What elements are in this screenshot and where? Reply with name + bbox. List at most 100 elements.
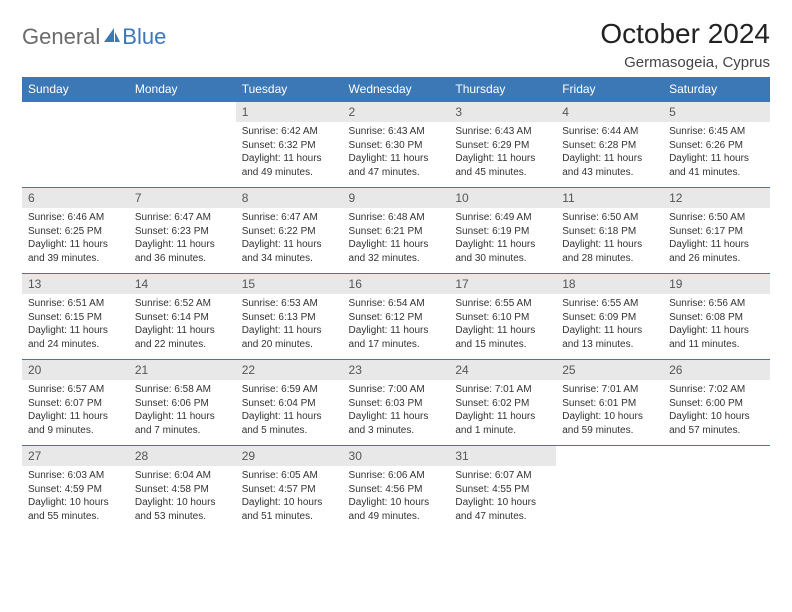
day-number: 13 xyxy=(22,274,129,294)
calendar-week-row: 13Sunrise: 6:51 AMSunset: 6:15 PMDayligh… xyxy=(22,274,770,360)
day-number: 20 xyxy=(22,360,129,380)
day-details: Sunrise: 6:57 AMSunset: 6:07 PMDaylight:… xyxy=(22,380,129,441)
day-number: 28 xyxy=(129,446,236,466)
calendar-day-cell: 21Sunrise: 6:58 AMSunset: 6:06 PMDayligh… xyxy=(129,360,236,446)
calendar-empty-cell xyxy=(556,446,663,532)
day-details: Sunrise: 6:55 AMSunset: 6:09 PMDaylight:… xyxy=(556,294,663,355)
day-details: Sunrise: 7:01 AMSunset: 6:01 PMDaylight:… xyxy=(556,380,663,441)
day-details: Sunrise: 6:43 AMSunset: 6:29 PMDaylight:… xyxy=(449,122,556,183)
calendar-day-cell: 8Sunrise: 6:47 AMSunset: 6:22 PMDaylight… xyxy=(236,188,343,274)
calendar-day-cell: 17Sunrise: 6:55 AMSunset: 6:10 PMDayligh… xyxy=(449,274,556,360)
calendar-day-cell: 29Sunrise: 6:05 AMSunset: 4:57 PMDayligh… xyxy=(236,446,343,532)
day-details: Sunrise: 6:50 AMSunset: 6:17 PMDaylight:… xyxy=(663,208,770,269)
calendar-day-cell: 28Sunrise: 6:04 AMSunset: 4:58 PMDayligh… xyxy=(129,446,236,532)
day-details: Sunrise: 6:59 AMSunset: 6:04 PMDaylight:… xyxy=(236,380,343,441)
day-details: Sunrise: 6:44 AMSunset: 6:28 PMDaylight:… xyxy=(556,122,663,183)
day-number: 31 xyxy=(449,446,556,466)
calendar-day-cell: 16Sunrise: 6:54 AMSunset: 6:12 PMDayligh… xyxy=(343,274,450,360)
weekday-header: Saturday xyxy=(663,77,770,102)
calendar-table: SundayMondayTuesdayWednesdayThursdayFrid… xyxy=(22,77,770,532)
weekday-header-row: SundayMondayTuesdayWednesdayThursdayFrid… xyxy=(22,77,770,102)
calendar-day-cell: 10Sunrise: 6:49 AMSunset: 6:19 PMDayligh… xyxy=(449,188,556,274)
calendar-empty-cell xyxy=(22,102,129,188)
calendar-empty-cell xyxy=(663,446,770,532)
sail-icon xyxy=(102,26,122,49)
weekday-header: Thursday xyxy=(449,77,556,102)
day-number: 24 xyxy=(449,360,556,380)
day-details: Sunrise: 6:47 AMSunset: 6:23 PMDaylight:… xyxy=(129,208,236,269)
weekday-header: Sunday xyxy=(22,77,129,102)
calendar-day-cell: 6Sunrise: 6:46 AMSunset: 6:25 PMDaylight… xyxy=(22,188,129,274)
day-details: Sunrise: 6:51 AMSunset: 6:15 PMDaylight:… xyxy=(22,294,129,355)
brand-word-blue: Blue xyxy=(122,24,166,50)
day-details: Sunrise: 6:07 AMSunset: 4:55 PMDaylight:… xyxy=(449,466,556,527)
calendar-day-cell: 14Sunrise: 6:52 AMSunset: 6:14 PMDayligh… xyxy=(129,274,236,360)
day-number: 26 xyxy=(663,360,770,380)
calendar-day-cell: 5Sunrise: 6:45 AMSunset: 6:26 PMDaylight… xyxy=(663,102,770,188)
calendar-day-cell: 31Sunrise: 6:07 AMSunset: 4:55 PMDayligh… xyxy=(449,446,556,532)
day-number: 21 xyxy=(129,360,236,380)
day-details: Sunrise: 6:42 AMSunset: 6:32 PMDaylight:… xyxy=(236,122,343,183)
calendar-body: 1Sunrise: 6:42 AMSunset: 6:32 PMDaylight… xyxy=(22,102,770,532)
day-number: 4 xyxy=(556,102,663,122)
day-details: Sunrise: 6:04 AMSunset: 4:58 PMDaylight:… xyxy=(129,466,236,527)
calendar-day-cell: 3Sunrise: 6:43 AMSunset: 6:29 PMDaylight… xyxy=(449,102,556,188)
day-number: 14 xyxy=(129,274,236,294)
day-details: Sunrise: 6:06 AMSunset: 4:56 PMDaylight:… xyxy=(343,466,450,527)
weekday-header: Tuesday xyxy=(236,77,343,102)
day-number: 29 xyxy=(236,446,343,466)
day-number: 7 xyxy=(129,188,236,208)
calendar-day-cell: 24Sunrise: 7:01 AMSunset: 6:02 PMDayligh… xyxy=(449,360,556,446)
calendar-day-cell: 30Sunrise: 6:06 AMSunset: 4:56 PMDayligh… xyxy=(343,446,450,532)
day-number: 27 xyxy=(22,446,129,466)
calendar-day-cell: 13Sunrise: 6:51 AMSunset: 6:15 PMDayligh… xyxy=(22,274,129,360)
day-details: Sunrise: 7:00 AMSunset: 6:03 PMDaylight:… xyxy=(343,380,450,441)
calendar-day-cell: 11Sunrise: 6:50 AMSunset: 6:18 PMDayligh… xyxy=(556,188,663,274)
day-details: Sunrise: 6:58 AMSunset: 6:06 PMDaylight:… xyxy=(129,380,236,441)
day-number: 11 xyxy=(556,188,663,208)
brand-word-general: General xyxy=(22,24,100,50)
weekday-header: Monday xyxy=(129,77,236,102)
day-details: Sunrise: 6:45 AMSunset: 6:26 PMDaylight:… xyxy=(663,122,770,183)
day-number: 6 xyxy=(22,188,129,208)
brand-logo: General Blue xyxy=(22,18,166,50)
calendar-day-cell: 27Sunrise: 6:03 AMSunset: 4:59 PMDayligh… xyxy=(22,446,129,532)
calendar-week-row: 20Sunrise: 6:57 AMSunset: 6:07 PMDayligh… xyxy=(22,360,770,446)
calendar-day-cell: 1Sunrise: 6:42 AMSunset: 6:32 PMDaylight… xyxy=(236,102,343,188)
day-number: 3 xyxy=(449,102,556,122)
calendar-day-cell: 9Sunrise: 6:48 AMSunset: 6:21 PMDaylight… xyxy=(343,188,450,274)
day-details: Sunrise: 6:55 AMSunset: 6:10 PMDaylight:… xyxy=(449,294,556,355)
day-details: Sunrise: 7:02 AMSunset: 6:00 PMDaylight:… xyxy=(663,380,770,441)
day-details: Sunrise: 6:56 AMSunset: 6:08 PMDaylight:… xyxy=(663,294,770,355)
calendar-day-cell: 19Sunrise: 6:56 AMSunset: 6:08 PMDayligh… xyxy=(663,274,770,360)
day-number: 10 xyxy=(449,188,556,208)
day-number: 12 xyxy=(663,188,770,208)
calendar-day-cell: 7Sunrise: 6:47 AMSunset: 6:23 PMDaylight… xyxy=(129,188,236,274)
calendar-day-cell: 26Sunrise: 7:02 AMSunset: 6:00 PMDayligh… xyxy=(663,360,770,446)
day-number: 16 xyxy=(343,274,450,294)
day-number: 23 xyxy=(343,360,450,380)
day-number: 2 xyxy=(343,102,450,122)
weekday-header: Friday xyxy=(556,77,663,102)
day-number: 8 xyxy=(236,188,343,208)
day-details: Sunrise: 6:49 AMSunset: 6:19 PMDaylight:… xyxy=(449,208,556,269)
day-number: 1 xyxy=(236,102,343,122)
day-number: 9 xyxy=(343,188,450,208)
calendar-day-cell: 15Sunrise: 6:53 AMSunset: 6:13 PMDayligh… xyxy=(236,274,343,360)
calendar-week-row: 1Sunrise: 6:42 AMSunset: 6:32 PMDaylight… xyxy=(22,102,770,188)
day-number: 30 xyxy=(343,446,450,466)
month-title: October 2024 xyxy=(600,18,770,50)
calendar-day-cell: 18Sunrise: 6:55 AMSunset: 6:09 PMDayligh… xyxy=(556,274,663,360)
day-number: 22 xyxy=(236,360,343,380)
calendar-day-cell: 23Sunrise: 7:00 AMSunset: 6:03 PMDayligh… xyxy=(343,360,450,446)
calendar-day-cell: 22Sunrise: 6:59 AMSunset: 6:04 PMDayligh… xyxy=(236,360,343,446)
day-number: 25 xyxy=(556,360,663,380)
day-details: Sunrise: 6:48 AMSunset: 6:21 PMDaylight:… xyxy=(343,208,450,269)
day-details: Sunrise: 6:46 AMSunset: 6:25 PMDaylight:… xyxy=(22,208,129,269)
day-details: Sunrise: 6:05 AMSunset: 4:57 PMDaylight:… xyxy=(236,466,343,527)
calendar-week-row: 27Sunrise: 6:03 AMSunset: 4:59 PMDayligh… xyxy=(22,446,770,532)
day-number: 19 xyxy=(663,274,770,294)
day-details: Sunrise: 7:01 AMSunset: 6:02 PMDaylight:… xyxy=(449,380,556,441)
day-details: Sunrise: 6:50 AMSunset: 6:18 PMDaylight:… xyxy=(556,208,663,269)
weekday-header: Wednesday xyxy=(343,77,450,102)
